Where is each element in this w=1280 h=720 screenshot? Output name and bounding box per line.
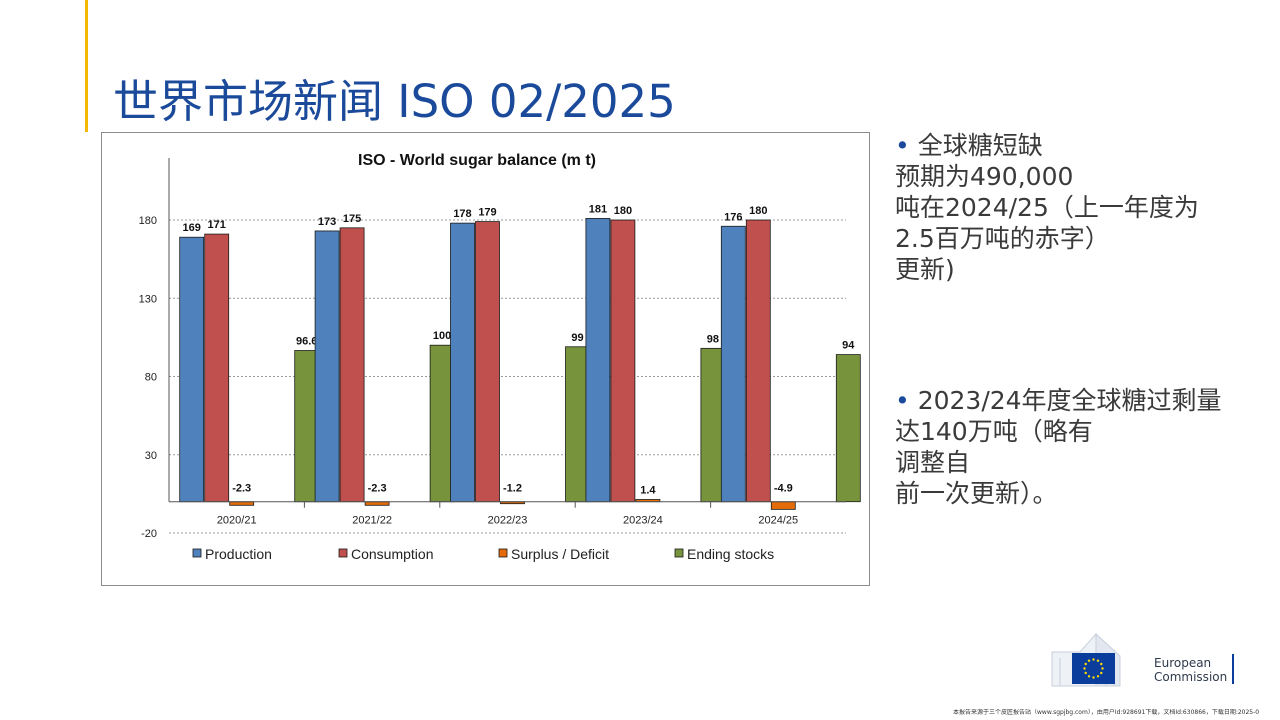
legend-label: Production — [205, 546, 272, 562]
ec-logo-text: European Commission — [1154, 656, 1228, 684]
logo-divider — [1232, 654, 1234, 684]
bullet-text: 2023/24年度全球糖过剩量 达140万吨（略有 调整自 前一次更新）。 — [895, 386, 1222, 508]
footer-note: 本报告来源于三个皮匠报告站（www.sgpjbg.com），由用户Id:9286… — [953, 709, 1260, 716]
data-label: 94 — [842, 340, 855, 352]
bar-surplus-deficit — [229, 501, 255, 506]
eu-star — [1084, 671, 1087, 675]
eu-star — [1100, 662, 1103, 666]
data-label: 178 — [453, 208, 471, 220]
accent-bar — [85, 0, 88, 132]
bar-surplus-deficit — [770, 501, 796, 510]
bar-surplus-deficit — [364, 501, 390, 506]
data-label: -4.9 — [774, 483, 793, 495]
eu-star — [1101, 667, 1104, 670]
bullet-dot: • — [895, 386, 910, 415]
chart-frame: ISO - World sugar balance (m t) -20 30 80 1… — [101, 132, 870, 586]
legend-swatch — [192, 548, 202, 558]
bar-consumption — [610, 219, 636, 503]
y-tick-label: 30 — [145, 450, 157, 462]
data-label: 180 — [749, 205, 767, 217]
y-tick-label: -20 — [141, 528, 157, 540]
bar-consumption — [339, 227, 365, 503]
y-tick-label: 180 — [139, 215, 157, 227]
eu-star — [1087, 659, 1091, 662]
bar-consumption — [204, 233, 230, 503]
eu-star — [1083, 667, 1086, 670]
data-label: 100 — [433, 330, 451, 342]
data-label: 175 — [343, 213, 361, 225]
legend-swatch — [674, 548, 684, 558]
bullet-dot: • — [895, 131, 910, 160]
legend-swatch — [338, 548, 348, 558]
eu-star — [1092, 676, 1095, 679]
eu-star — [1092, 658, 1095, 661]
eu-star — [1096, 675, 1100, 678]
data-label: 180 — [614, 205, 632, 217]
eu-star — [1084, 662, 1087, 666]
bar-production — [450, 222, 475, 503]
bar-chart: ISO - World sugar balance (m t) -20 30 80 1… — [139, 152, 861, 562]
bullet-text: 全球糖短缺 预期为490,000 吨在2024/25（上一年度为 2.5百万吨的… — [895, 131, 1199, 284]
x-tick-label: 2020/21 — [217, 515, 257, 527]
legend-label: Surplus / Deficit — [511, 546, 609, 562]
bar-production — [720, 225, 746, 503]
bar-production — [179, 236, 205, 503]
data-label: 1.4 — [640, 485, 656, 497]
data-label: 99 — [571, 332, 583, 344]
eu-star — [1100, 671, 1103, 675]
eu-star — [1087, 675, 1091, 678]
bar-production — [314, 230, 340, 503]
x-tick-label: 2023/24 — [623, 515, 663, 527]
data-label: 171 — [208, 219, 226, 231]
legend-swatch — [498, 548, 508, 558]
y-tick-label: 130 — [139, 293, 157, 305]
page-title: 世界市场新闻 ISO 02/2025 — [113, 75, 676, 128]
bar-ending-stocks — [294, 350, 320, 503]
bullet-shortage: • 全球糖短缺 预期为490,000 吨在2024/25（上一年度为 2.5百万… — [895, 130, 1199, 285]
eu-stars-icon — [1083, 658, 1104, 679]
legend-label: Ending stocks — [687, 546, 774, 562]
x-tick-label: 2024/25 — [758, 515, 798, 527]
data-label: -2.3 — [232, 483, 251, 495]
bar-consumption — [745, 219, 771, 503]
data-label: 96.6 — [296, 336, 317, 348]
legend-label: Consumption — [351, 546, 434, 562]
data-label: 179 — [478, 207, 496, 219]
data-label: 176 — [724, 211, 742, 223]
data-label: 169 — [183, 222, 201, 234]
data-label: 98 — [707, 333, 719, 345]
eu-star — [1096, 659, 1100, 662]
bar-consumption — [475, 221, 500, 503]
chart-title: ISO - World sugar balance (m t) — [358, 152, 596, 169]
data-label: 173 — [318, 216, 336, 228]
data-label: -1.2 — [503, 483, 522, 495]
x-tick-label: 2022/23 — [488, 515, 528, 527]
bar-production — [585, 218, 611, 503]
bullet-surplus: • 2023/24年度全球糖过剩量 达140万吨（略有 调整自 前一次更新）。 — [895, 385, 1222, 509]
eu-flag-icon — [1072, 653, 1115, 684]
european-commission-logo: European Commission — [1050, 632, 1250, 688]
x-tick-label: 2021/22 — [352, 515, 392, 527]
bar-ending-stocks — [835, 354, 861, 503]
data-label: 181 — [589, 203, 607, 215]
y-tick-label: 80 — [145, 372, 157, 384]
data-label: -2.3 — [368, 483, 387, 495]
